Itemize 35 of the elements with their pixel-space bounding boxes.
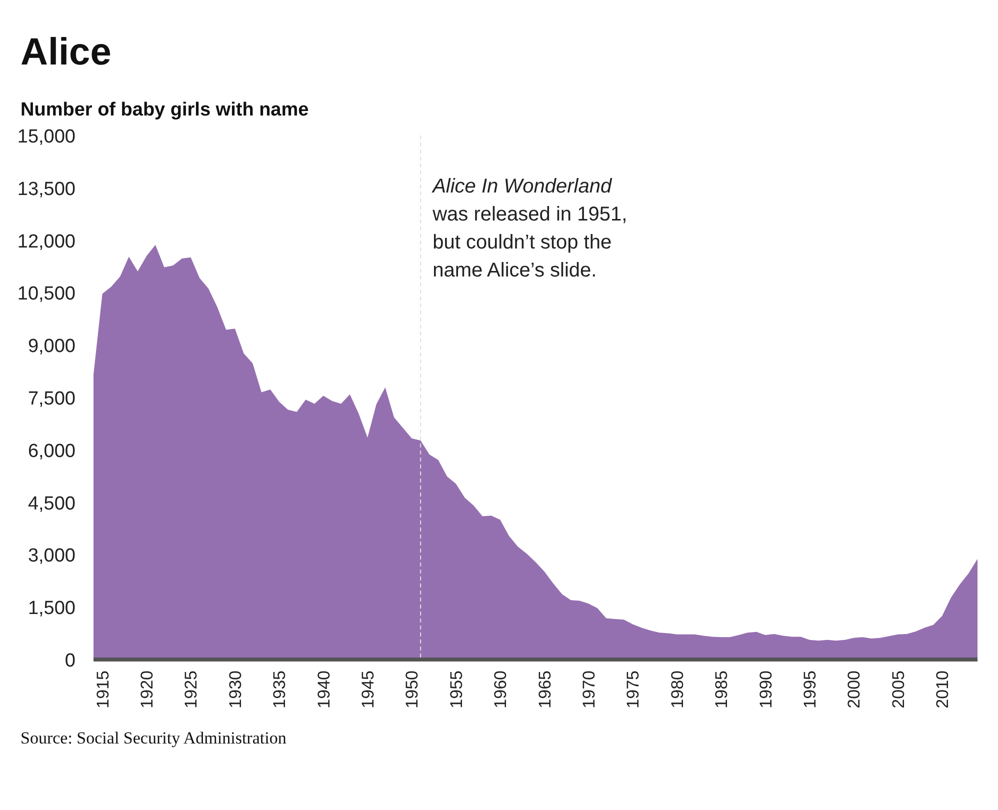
- x-tick-label: 2000: [844, 670, 864, 708]
- y-tick-label: 7,500: [28, 388, 76, 410]
- x-tick-label: 1965: [535, 670, 554, 708]
- y-tick-label: 15,000: [17, 126, 76, 148]
- x-tick-label: 1995: [800, 670, 820, 708]
- x-tick-label: 1945: [358, 670, 378, 708]
- x-tick-label: 1920: [138, 670, 157, 708]
- x-tick-label: 1975: [624, 670, 643, 708]
- x-tick-label: 1940: [314, 670, 334, 708]
- x-tick-label: 2005: [888, 670, 908, 708]
- x-tick-label: 1930: [226, 670, 245, 708]
- y-tick-label: 1,500: [28, 598, 76, 620]
- x-tick-label: 1955: [446, 670, 466, 708]
- x-tick-label: 2010: [933, 670, 952, 708]
- y-axis-title: Number of baby girls with name: [20, 100, 309, 120]
- x-tick-label: 1980: [668, 670, 687, 708]
- y-tick-label: 13,500: [17, 178, 76, 200]
- chart-title: Alice: [20, 32, 112, 74]
- y-tick-label: 9,000: [28, 336, 76, 358]
- y-tick-label: 12,000: [17, 231, 76, 252]
- source-note: Source: Social Security Administration: [20, 728, 287, 748]
- x-tick-label: 1950: [402, 670, 422, 708]
- x-tick-label: 1925: [182, 670, 201, 708]
- y-tick-label: 6,000: [28, 440, 76, 462]
- y-tick-label: 10,500: [17, 284, 76, 305]
- y-tick-label: 4,500: [28, 493, 76, 514]
- ref-line-label: Alice In Wonderland was released in 1951, but couldn’t stop the name Alice’s slide.: [432, 176, 628, 282]
- x-tick-label: 1985: [712, 670, 732, 708]
- y-tick-label: 0: [64, 650, 76, 672]
- y-tick-label: 3,000: [28, 546, 76, 567]
- x-tick-label: 1935: [270, 670, 290, 708]
- x-tick-label: 1915: [93, 670, 112, 708]
- x-tick-label: 1970: [580, 670, 599, 708]
- x-tick-label: 1960: [491, 670, 510, 708]
- x-tick-label: 1990: [756, 670, 776, 708]
